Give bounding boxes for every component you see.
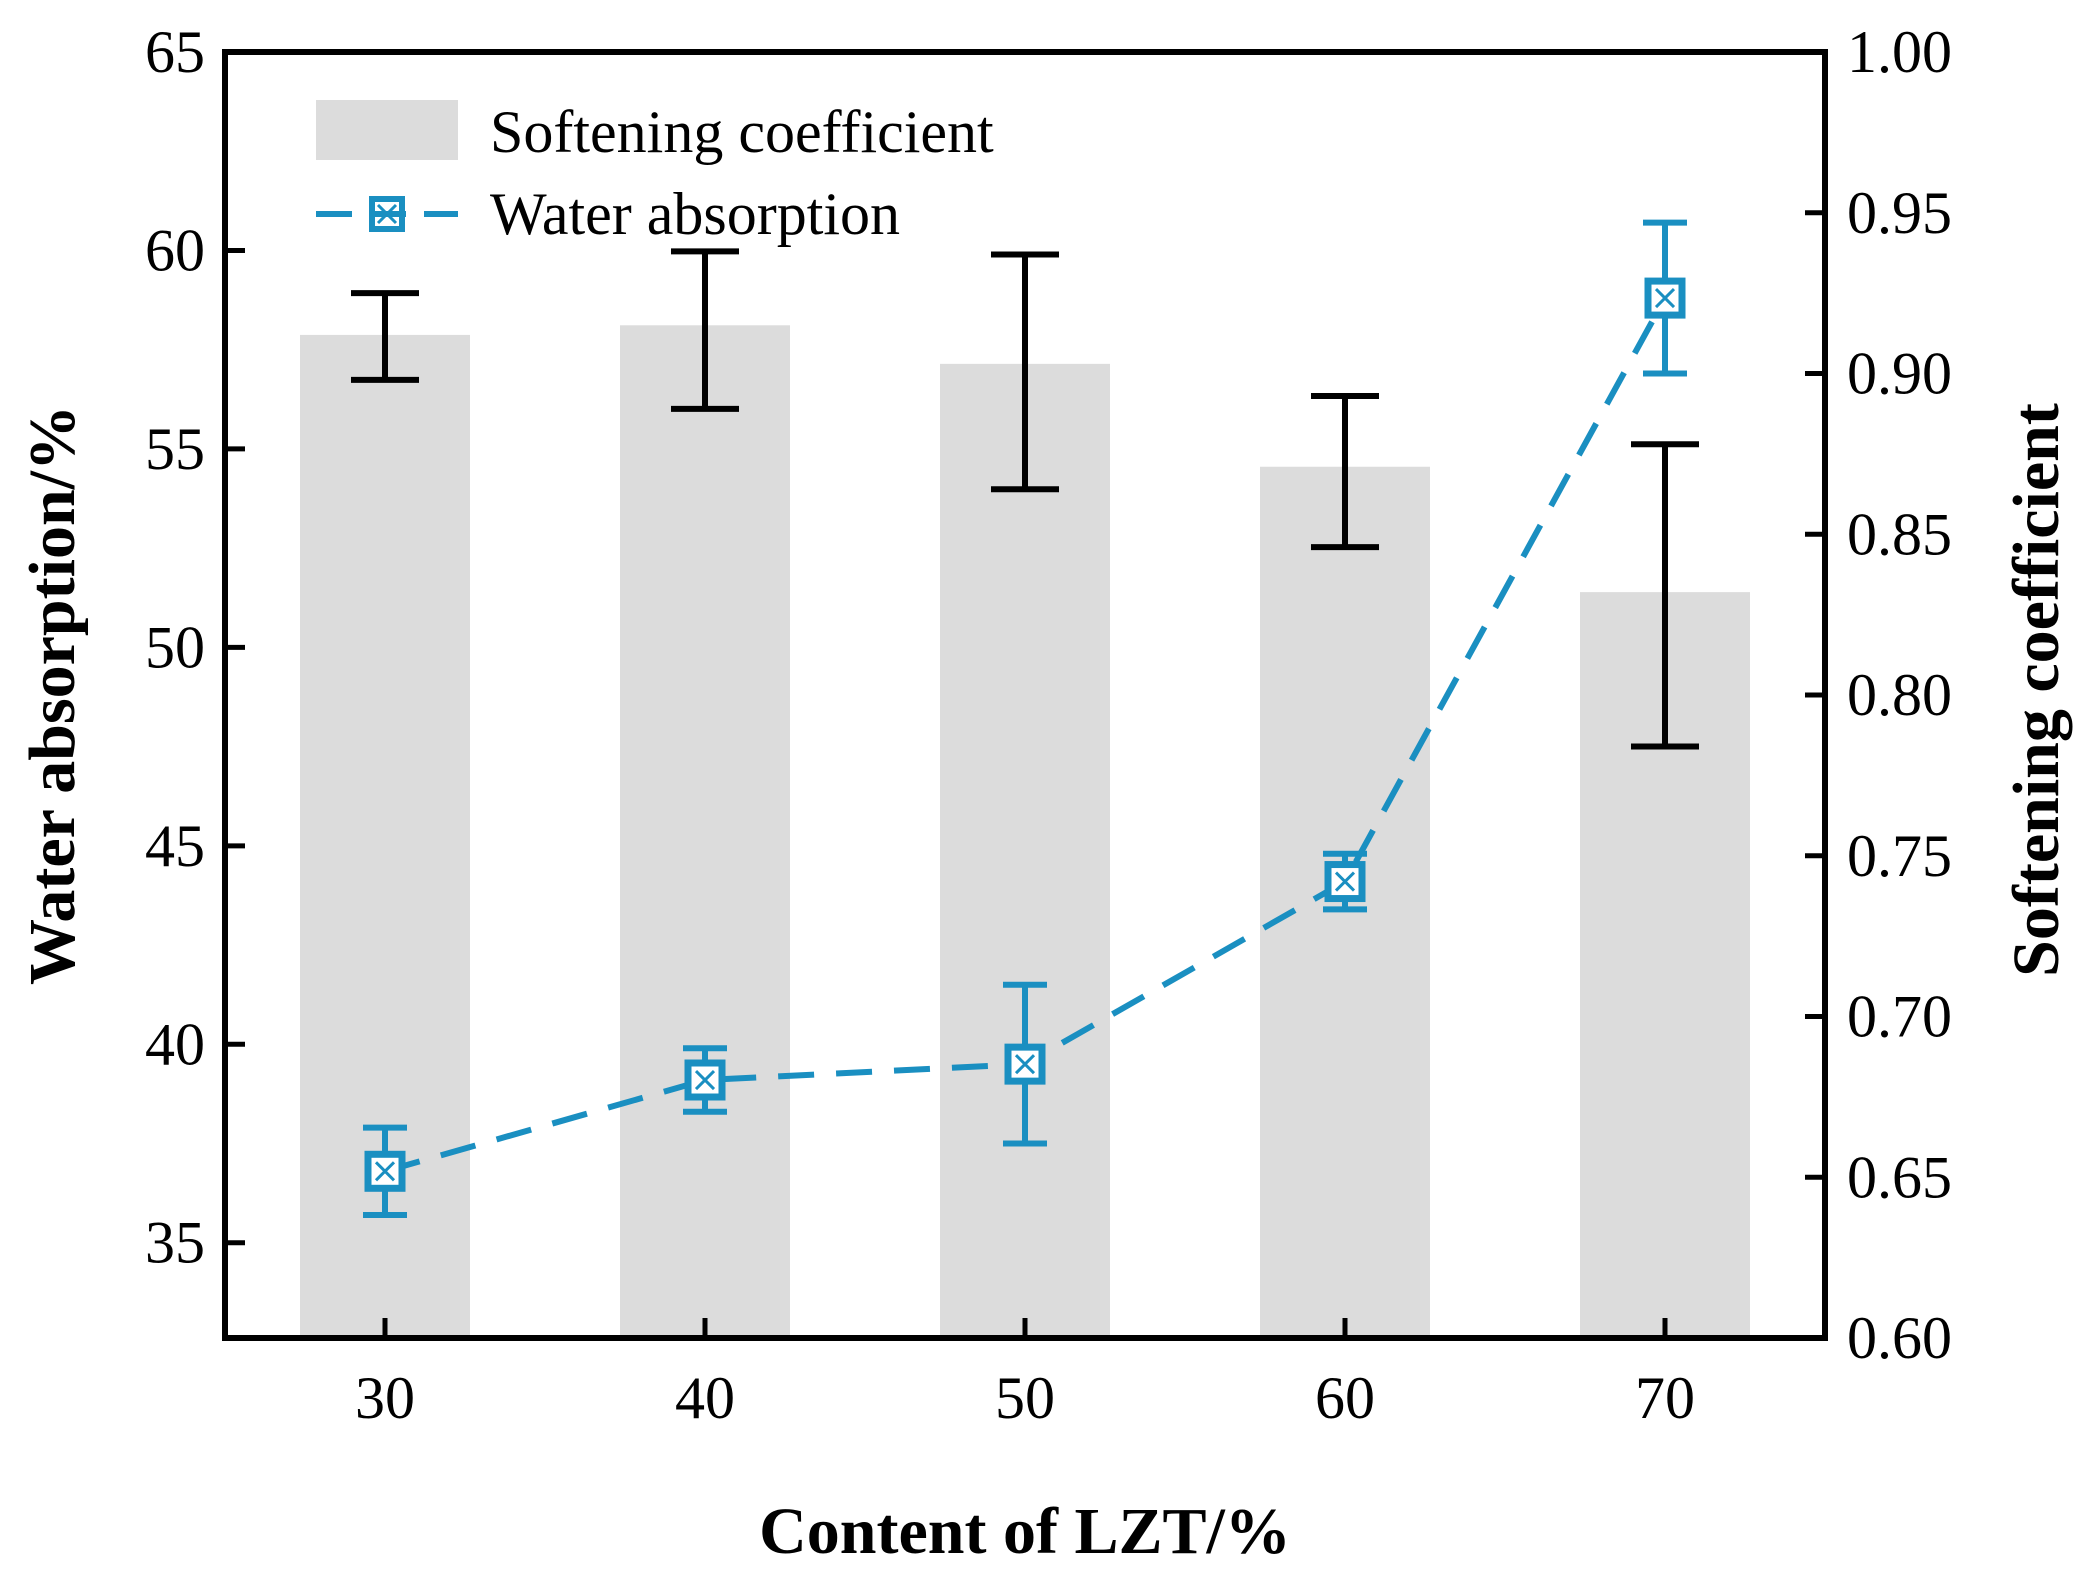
y-left-tick-label-40: 40 <box>145 1011 205 1077</box>
x-tick-label-70: 70 <box>1635 1365 1695 1431</box>
y-left-tick-label-50: 50 <box>145 614 205 680</box>
bar-50 <box>940 363 1110 1339</box>
axes-layer: 35 40 45 50 55 60 65 0.60 0.65 0.70 0.75 0.80 0.85 0.… <box>145 19 1952 1431</box>
y-left-tick-label-45: 45 <box>145 813 205 879</box>
legend: Softening coefficient Water absorption <box>316 99 994 247</box>
legend-label-softening: Softening coefficient <box>490 99 994 165</box>
x-tick-label-40: 40 <box>675 1365 735 1431</box>
water-point-cross-60 <box>1334 871 1356 892</box>
water-point-30 <box>364 1150 406 1192</box>
bars-layer <box>300 325 1750 1339</box>
y-left-tick-label-35: 35 <box>145 1210 205 1276</box>
y-left-tick-label-55: 55 <box>145 416 205 482</box>
x-tick-label-50: 50 <box>995 1365 1055 1431</box>
water-point-cross-30 <box>374 1161 396 1182</box>
x-tick-label-60: 60 <box>1315 1365 1375 1431</box>
y-left-tick-label-60: 60 <box>145 217 205 283</box>
y-right-tick-label-4: 0.80 <box>1847 662 1952 728</box>
bar-40 <box>620 325 790 1338</box>
legend-label-water: Water absorption <box>490 181 900 247</box>
bar-error-bars <box>351 248 1699 750</box>
line-layer <box>363 219 1687 1218</box>
water-point-cross-50 <box>1014 1054 1036 1075</box>
y-right-tick-label-1: 0.65 <box>1847 1144 1952 1210</box>
y-right-tick-label-8: 1.00 <box>1847 19 1952 85</box>
y-left-axis-title: Water absorption/% <box>16 405 89 985</box>
y-left-tick-label-65: 65 <box>145 19 205 85</box>
water-point-cross-40 <box>694 1069 716 1091</box>
water-point-cross-70 <box>1654 288 1676 309</box>
y-right-tick-label-3: 0.75 <box>1847 823 1952 889</box>
legend-marker-water <box>369 196 405 232</box>
y-right-tick-label-5: 0.85 <box>1847 501 1952 567</box>
x-axis-title: Content of LZT/% <box>759 1495 1291 1568</box>
legend-marker-x <box>376 203 398 225</box>
y-right-tick-label-0: 0.60 <box>1847 1305 1952 1371</box>
x-tick-label-30: 30 <box>355 1365 415 1431</box>
y-right-axis-title: Softening coefficient <box>2000 403 2073 977</box>
y-right-tick-label-6: 0.90 <box>1847 341 1952 407</box>
y-right-tick-label-7: 0.95 <box>1847 180 1952 246</box>
y-right-tick-label-2: 0.70 <box>1847 984 1952 1050</box>
legend-swatch-softening <box>316 100 458 160</box>
